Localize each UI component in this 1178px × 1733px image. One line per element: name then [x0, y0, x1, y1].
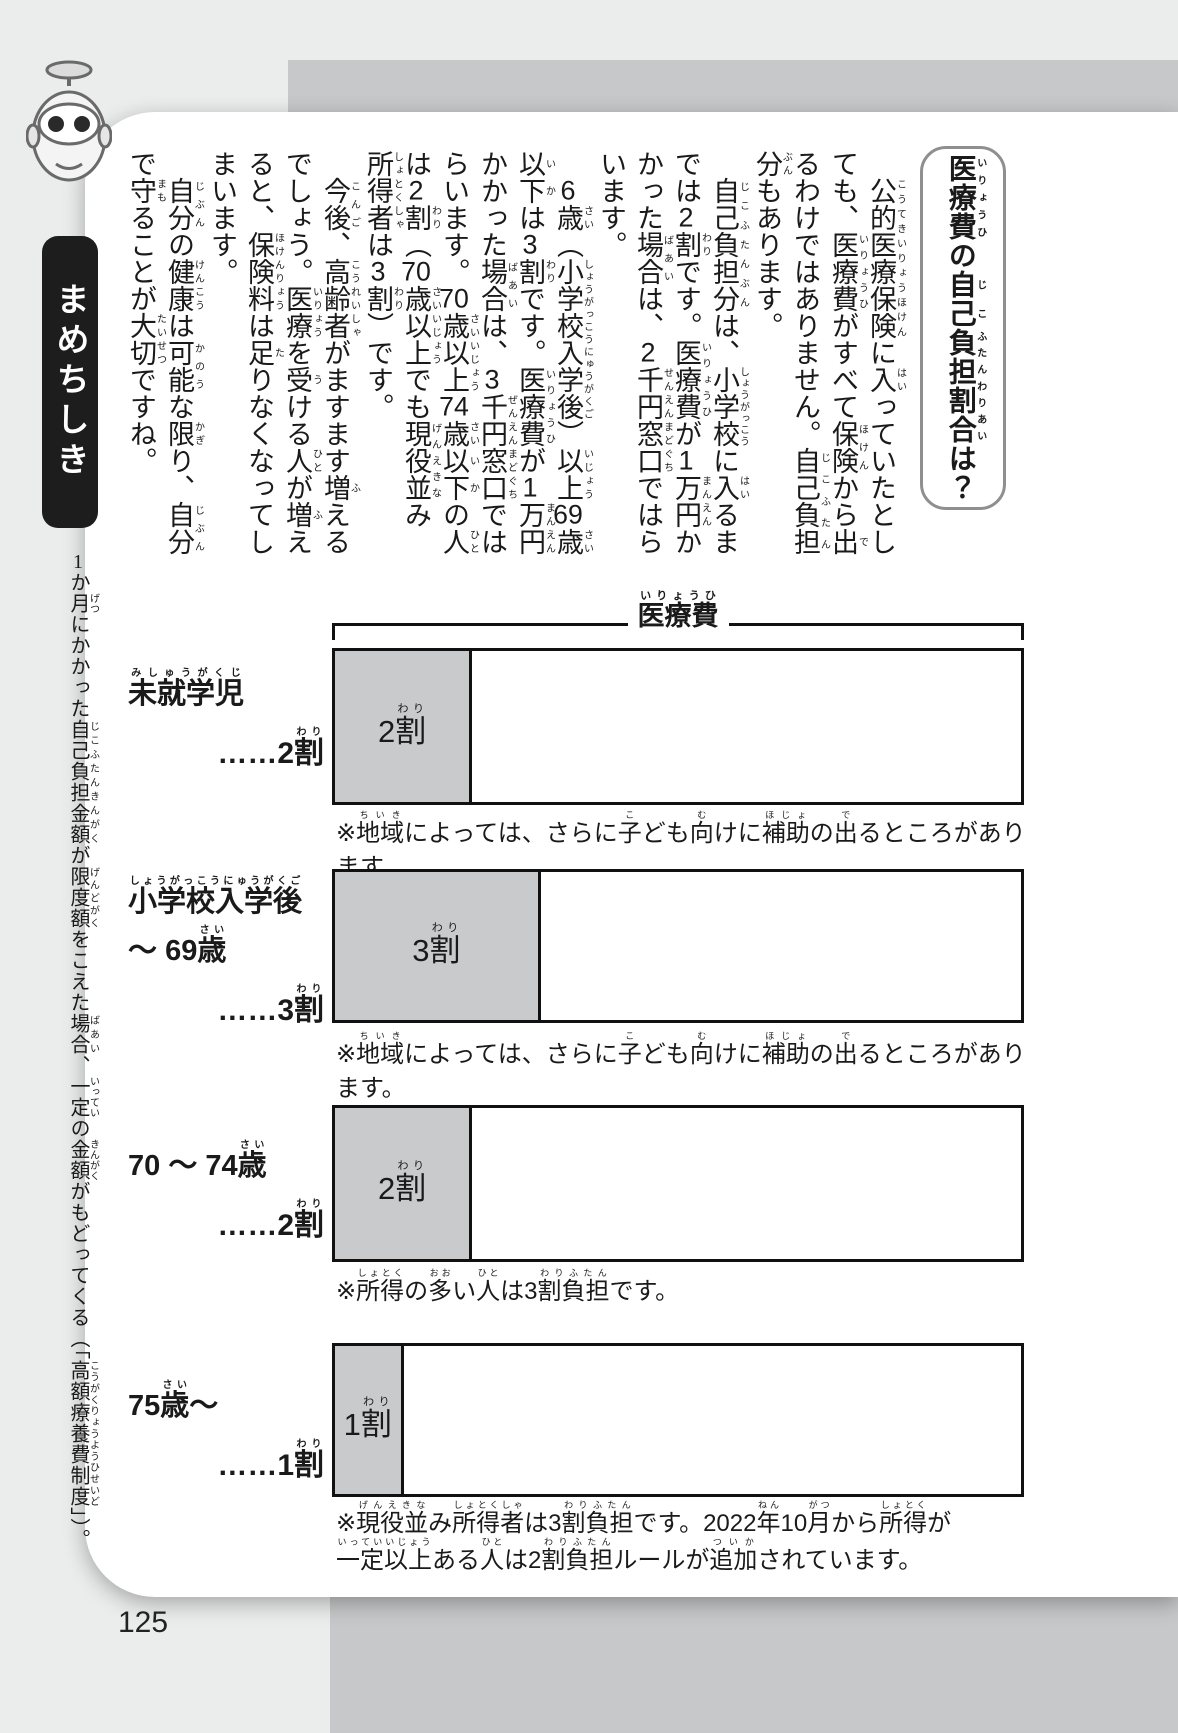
bracket-line-left	[332, 623, 628, 640]
row2-category: 小学校入学後しょうがっこうにゅうがくご	[128, 876, 303, 918]
chart-note-2: ※地域ちいきによっては、さらに子こども向むけに補助ほじょの出でるところがあります…	[336, 1031, 1026, 1102]
trivia-badge-label: まめちしき	[52, 282, 89, 482]
trivia-badge: まめちしき	[42, 236, 98, 528]
article-title-box: 医療費いりょうひの自己じこ負担割合ふたんわりあいは？	[920, 146, 1006, 510]
chart-bar-3-fill: 2割わり	[335, 1108, 473, 1259]
article-title: 医療費いりょうひの自己じこ負担割合ふたんわりあいは？	[945, 154, 986, 502]
article-body: 公的医療保険こうてきいりょうほけんに入はいっていたとしても、医療費いりょうひがす…	[126, 150, 906, 574]
chart-bar-4-value: 1割わり	[343, 1396, 392, 1442]
row4-category: 75歳さい〜	[128, 1380, 219, 1422]
page-number: 125	[118, 1606, 169, 1639]
chart-bar-2-value: 3割わり	[412, 922, 461, 968]
top-gray-band	[288, 60, 1178, 116]
chart-bar-1: 2割わり	[332, 648, 1024, 805]
chart-row-label-2: 小学校入学後しょうがっこうにゅうがくご 〜 69歳さい ……3割わり	[128, 876, 324, 1027]
chart-bar-3: 2割わり	[332, 1105, 1024, 1262]
chart-bar-4-fill: 1割わり	[335, 1346, 404, 1494]
chart-row-label-1: 未就学児みしゅうがくじ ……2割わり	[128, 668, 324, 772]
chart-row-label-4: 75歳さい〜 ……1割わり	[128, 1380, 324, 1484]
article-paragraph: 自分じぶんの健康けんこうは可能かのうな限かぎり、自分じぶんで守まもることが大切た…	[126, 150, 204, 555]
row3-ratio: ……2割わり	[217, 1199, 324, 1242]
article-paragraph: 6歳さい（小学校入学後しょうがっこうにゅうがくご）以上いじょう69歳さい以下いか…	[363, 150, 593, 555]
chart-note-1: ※地域ちいきによっては、さらに子こども向むけに補助ほじょの出でるところがあります…	[336, 810, 1026, 881]
row3-category: 70 〜 74歳さい	[128, 1140, 267, 1182]
row4-ratio: ……1割わり	[217, 1439, 324, 1482]
chart-bar-3-value: 2割わり	[377, 1159, 427, 1206]
chart-bar-2-fill: 3割わり	[335, 872, 541, 1020]
article-paragraph: 自己負担分じこふたんぶんは、小学校しょうがっこうに入はいるまでは2割わりです。医…	[596, 150, 749, 555]
chart-bar-1-fill: 2割わり	[335, 651, 473, 802]
robot-mascot-icon	[25, 58, 113, 192]
row1-category: 未就学児みしゅうがくじ	[128, 668, 245, 710]
chart-bar-1-value: 2割わり	[377, 702, 427, 749]
chart-note-3: ※所得しょとくの多おおい人ひとは3割負担わりふたんです。	[336, 1268, 680, 1305]
chart-header-label: 医療費いりょうひ	[637, 590, 719, 631]
bracket-line-right	[728, 623, 1024, 640]
row2-ratio: ……3割わり	[217, 984, 324, 1027]
chart-bracket-header: 医療費いりょうひ	[332, 590, 1024, 640]
bottom-gray-band	[330, 1597, 1178, 1733]
article-paragraph: 公的医療保険こうてきいりょうほけんに入はいっていたとしても、医療費いりょうひがす…	[752, 150, 906, 555]
row1-ratio: ……2割わり	[217, 727, 324, 770]
chart-bar-2: 3割わり	[332, 869, 1024, 1023]
chart-bar-4: 1割わり	[332, 1343, 1024, 1497]
chart-note-4: ※現役並げんえきなみ所得者しょとくしゃは3割負担わりふたんです。2022年ねん1…	[336, 1500, 952, 1574]
chart-row-label-3: 70 〜 74歳さい ……2割わり	[128, 1140, 324, 1244]
sidebar-note-text: 1か月げつにかかった自己負担金額じこふたんきんがくが限度額げんどがくをこえた場合…	[67, 552, 99, 1550]
article-paragraph: 今後こんご、高齢者こうれいしゃがますます増ふえるでしょう。医療いりょうを受うける…	[207, 150, 360, 555]
